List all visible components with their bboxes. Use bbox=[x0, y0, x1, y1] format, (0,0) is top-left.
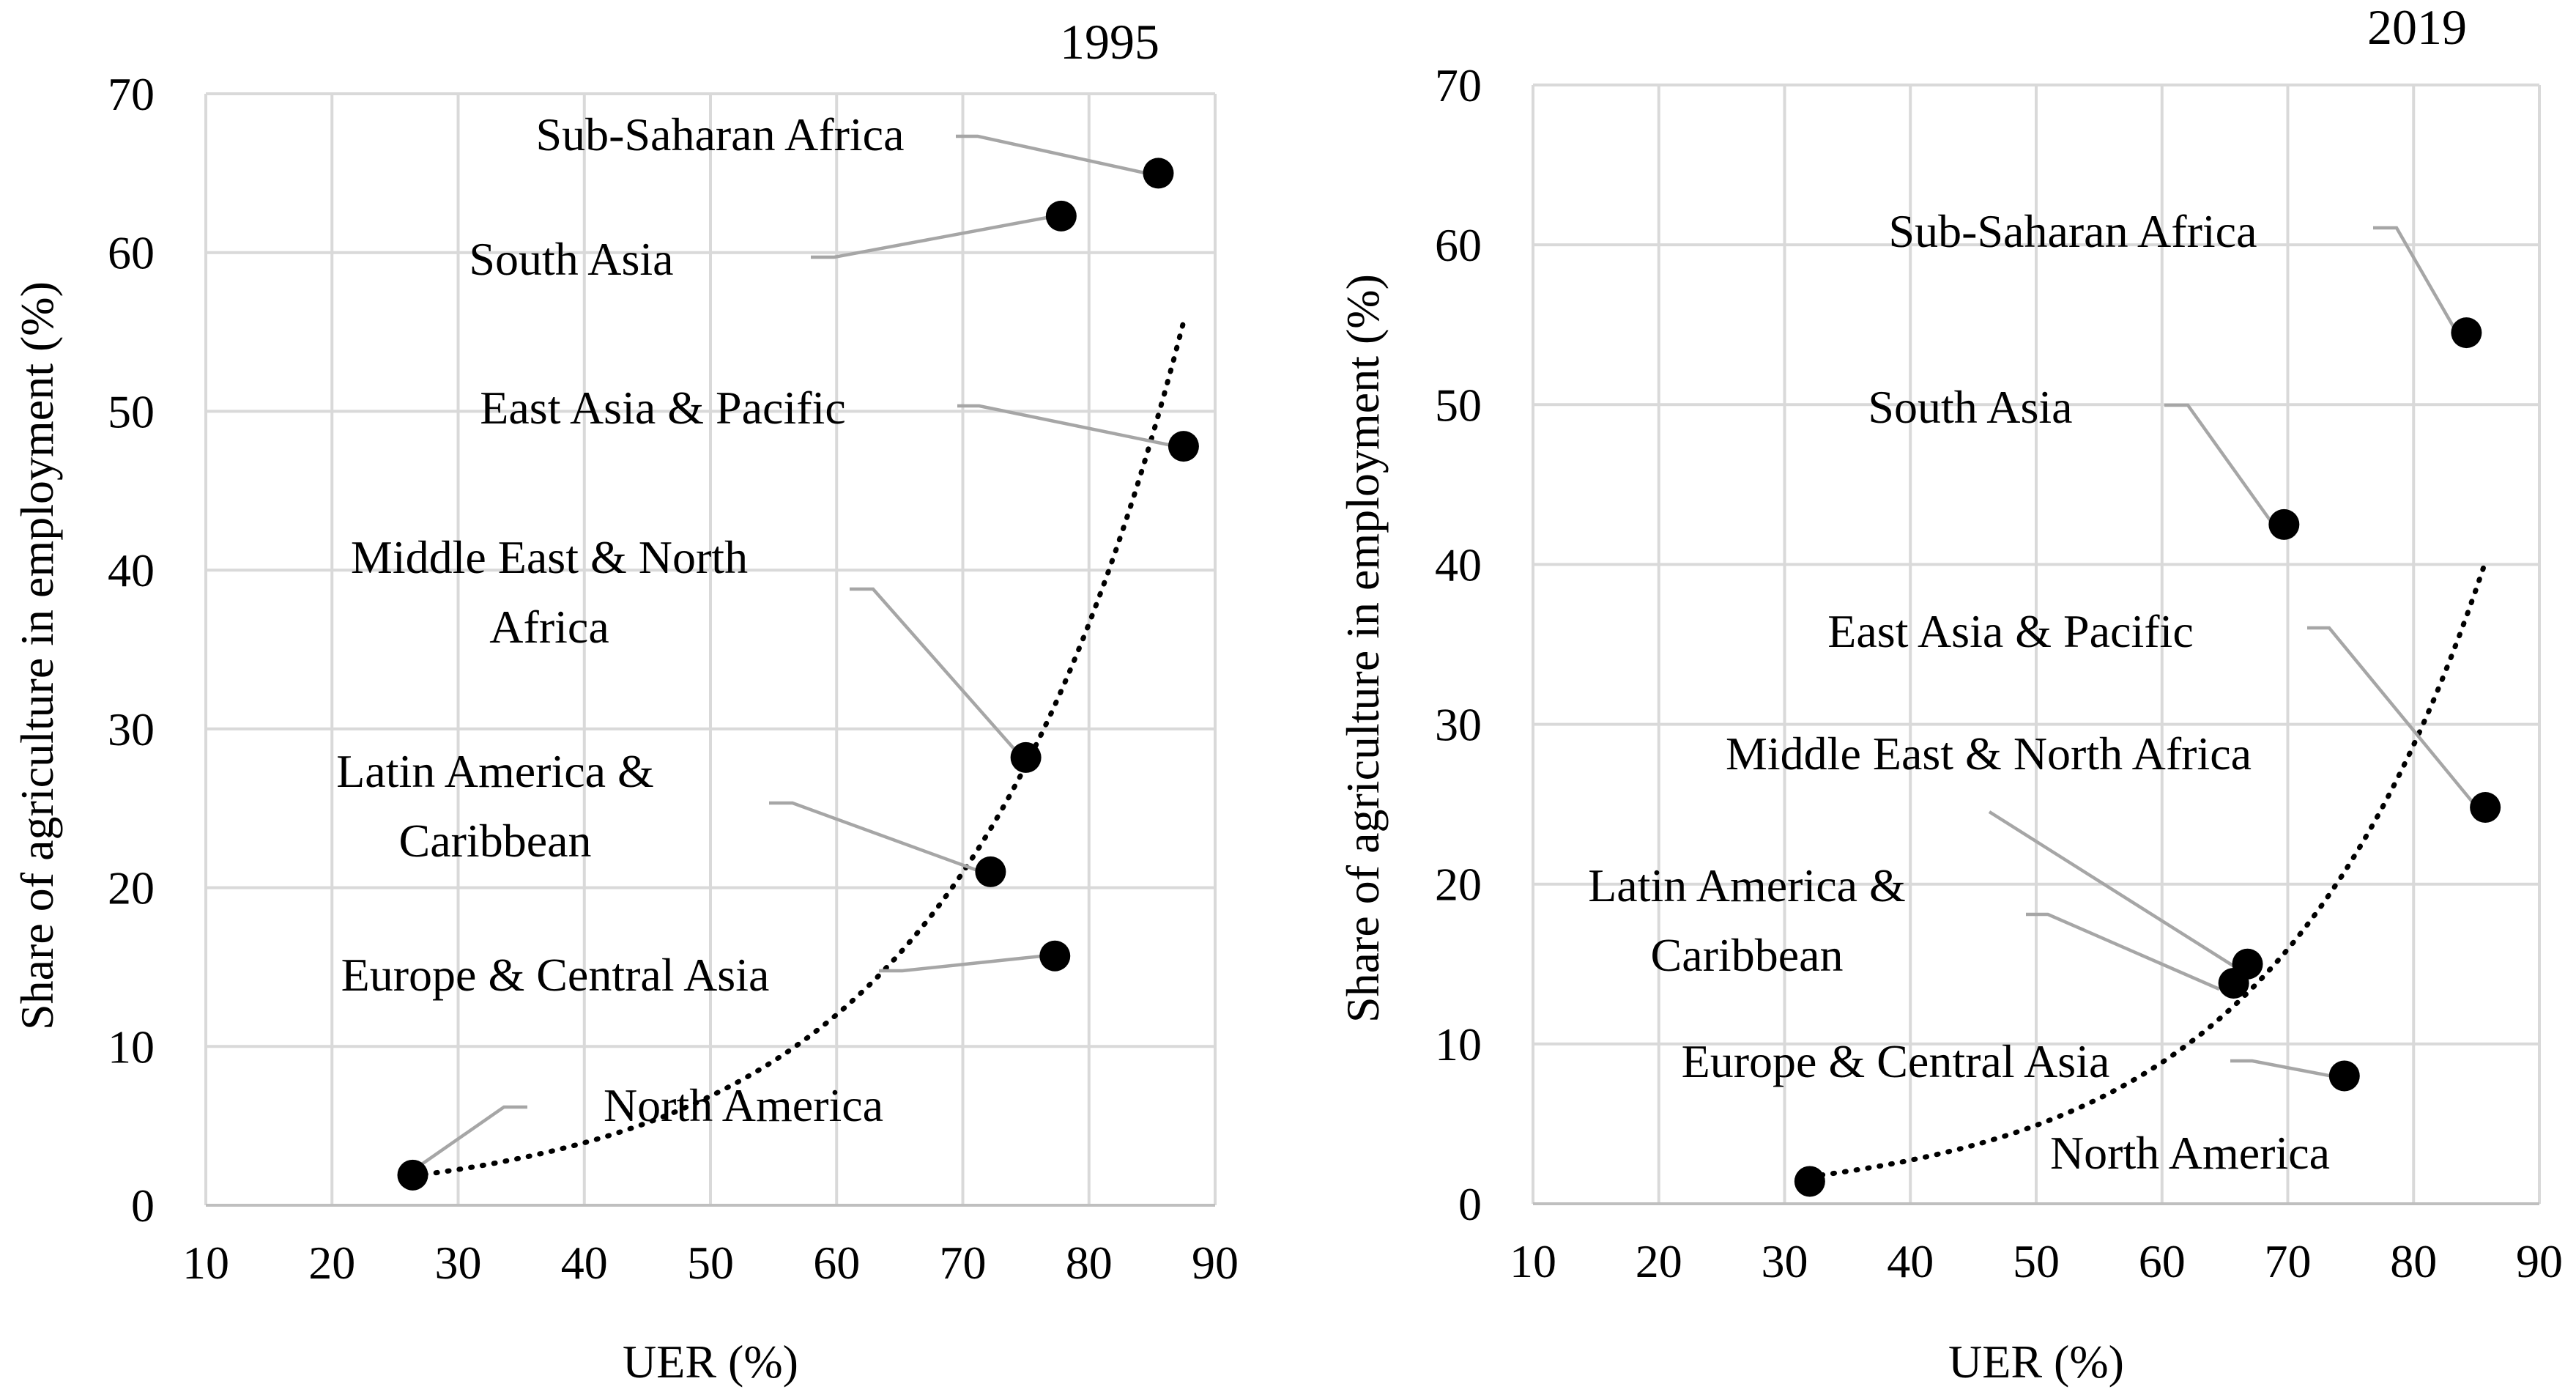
y-axis-label: Share of agriculture in employment (%) bbox=[1337, 274, 1389, 1023]
data-point-middle-east-and-north-africa bbox=[1010, 741, 1042, 773]
data-label-latin-america-and-caribbean: Latin America & bbox=[1588, 859, 1906, 911]
data-point-europe-and-central-asia bbox=[2328, 1060, 2360, 1092]
gridlines bbox=[204, 92, 1217, 1207]
leader-line-east-asia-and-pacific bbox=[957, 404, 1176, 448]
y-tick-label: 50 bbox=[108, 385, 155, 437]
leader-line-middle-east-and-north-africa bbox=[850, 587, 1023, 759]
x-tick-label: 30 bbox=[1762, 1235, 1808, 1287]
trendline bbox=[1807, 560, 2488, 1180]
data-label-europe-and-central-asia: Europe & Central Asia bbox=[1682, 1035, 2110, 1087]
y-tick-label: 20 bbox=[108, 862, 155, 914]
y-tick-label: 10 bbox=[108, 1021, 155, 1073]
y-tick-label: 40 bbox=[1435, 539, 1482, 591]
y-tick-label: 30 bbox=[1435, 699, 1482, 751]
data-label-south-asia: South Asia bbox=[1868, 381, 2072, 433]
chart-title: 1995 bbox=[1060, 14, 1159, 70]
x-tick-label: 30 bbox=[435, 1237, 482, 1289]
x-tick-label: 70 bbox=[940, 1237, 987, 1289]
data-label-north-america: North America bbox=[604, 1079, 883, 1131]
data-label-north-america: North America bbox=[2050, 1127, 2330, 1179]
x-tick-label: 80 bbox=[2390, 1235, 2437, 1287]
x-tick-label: 60 bbox=[2139, 1235, 2186, 1287]
leader-line-latin-america-and-caribbean bbox=[769, 801, 982, 874]
y-tick-label: 70 bbox=[108, 68, 155, 120]
data-label-latin-america-and-caribbean: Caribbean bbox=[399, 815, 592, 867]
chart-1: 10 20 30 40 50 60 70 80 90 0 10 20 30 40 50 60 70 UER (%)… bbox=[11, 14, 1239, 1388]
data-label-latin-america-and-caribbean: Latin America & bbox=[336, 745, 654, 797]
data-point-sub-saharan-africa bbox=[2451, 317, 2482, 349]
leader-line-middle-east-and-north-africa bbox=[1988, 810, 2239, 970]
x-tick-label: 50 bbox=[687, 1237, 734, 1289]
chart-title: 2019 bbox=[2367, 0, 2467, 55]
data-point-east-asia-and-pacific bbox=[2470, 792, 2501, 824]
data-label-south-asia: South Asia bbox=[469, 233, 673, 285]
data-point-latin-america-and-caribbean bbox=[975, 856, 1006, 887]
leader-line-south-asia bbox=[2164, 403, 2276, 528]
data-point-north-america bbox=[1794, 1166, 1825, 1197]
data-point-north-america bbox=[397, 1159, 428, 1191]
data-label-middle-east-and-north-africa: Africa bbox=[489, 601, 609, 653]
x-tick-label: 20 bbox=[1636, 1235, 1682, 1287]
data-point-east-asia-and-pacific bbox=[1168, 431, 1199, 462]
y-tick-label: 0 bbox=[131, 1180, 155, 1232]
trendline bbox=[410, 319, 1187, 1179]
data-label-middle-east-and-north-africa: Middle East & North bbox=[351, 531, 748, 583]
data-point-latin-america-and-caribbean bbox=[2218, 967, 2249, 999]
y-tick-label: 20 bbox=[1435, 859, 1482, 911]
data-label-europe-and-central-asia: Europe & Central Asia bbox=[341, 949, 770, 1001]
y-tick-label: 50 bbox=[1435, 379, 1482, 431]
y-axis-label: Share of agriculture in employment (%) bbox=[11, 281, 63, 1030]
data-point-south-asia bbox=[2268, 508, 2300, 540]
x-tick-label: 40 bbox=[1887, 1235, 1934, 1287]
y-tick-label: 0 bbox=[1458, 1178, 1482, 1230]
x-tick-label: 10 bbox=[182, 1237, 229, 1289]
x-tick-label: 20 bbox=[308, 1237, 355, 1289]
data-label-latin-america-and-caribbean: Caribbean bbox=[1651, 929, 1844, 981]
x-tick-label: 60 bbox=[813, 1237, 860, 1289]
data-label-sub-saharan-africa: Sub-Saharan Africa bbox=[1889, 205, 2257, 257]
y-tick-label: 60 bbox=[108, 227, 155, 279]
y-tick-label: 10 bbox=[1435, 1018, 1482, 1070]
chart-2: 10 20 30 40 50 60 70 80 90 0 10 20 30 40 50 60 70 UER (%)… bbox=[1337, 0, 2563, 1388]
x-tick-label: 10 bbox=[1510, 1235, 1556, 1287]
leader-line-south-asia bbox=[811, 214, 1055, 259]
leader-line-sub-saharan-africa bbox=[2373, 226, 2460, 336]
x-axis-label: UER (%) bbox=[1948, 1336, 2124, 1388]
y-tick-label: 30 bbox=[108, 703, 155, 755]
x-tick-label: 40 bbox=[561, 1237, 608, 1289]
data-label-sub-saharan-africa: Sub-Saharan Africa bbox=[536, 108, 905, 160]
data-label-east-asia-and-pacific: East Asia & Pacific bbox=[480, 382, 845, 434]
y-tick-label: 60 bbox=[1435, 219, 1482, 271]
x-axis-label: UER (%) bbox=[623, 1336, 798, 1388]
x-tick-label: 90 bbox=[1192, 1237, 1239, 1289]
leader-line-europe-and-central-asia bbox=[879, 953, 1050, 973]
data-point-south-asia bbox=[1045, 200, 1077, 232]
data-label-middle-east-and-north-africa: Middle East & North Africa bbox=[1726, 728, 2252, 780]
leader-line-latin-america-and-caribbean bbox=[2026, 912, 2220, 991]
data-point-sub-saharan-africa bbox=[1143, 158, 1174, 189]
x-tick-label: 80 bbox=[1066, 1237, 1113, 1289]
leader-line-east-asia-and-pacific bbox=[2307, 626, 2477, 807]
leader-line-sub-saharan-africa bbox=[956, 134, 1152, 177]
x-tick-label: 70 bbox=[2265, 1235, 2312, 1287]
x-tick-label: 50 bbox=[2013, 1235, 2060, 1287]
y-tick-label: 40 bbox=[108, 544, 155, 596]
leader-line-north-america bbox=[409, 1105, 527, 1174]
data-point-europe-and-central-asia bbox=[1039, 940, 1071, 972]
data-label-east-asia-and-pacific: East Asia & Pacific bbox=[1827, 605, 2193, 657]
x-tick-label: 90 bbox=[2516, 1235, 2563, 1287]
y-tick-label: 70 bbox=[1435, 59, 1482, 111]
leader-line-europe-and-central-asia bbox=[2230, 1059, 2337, 1079]
